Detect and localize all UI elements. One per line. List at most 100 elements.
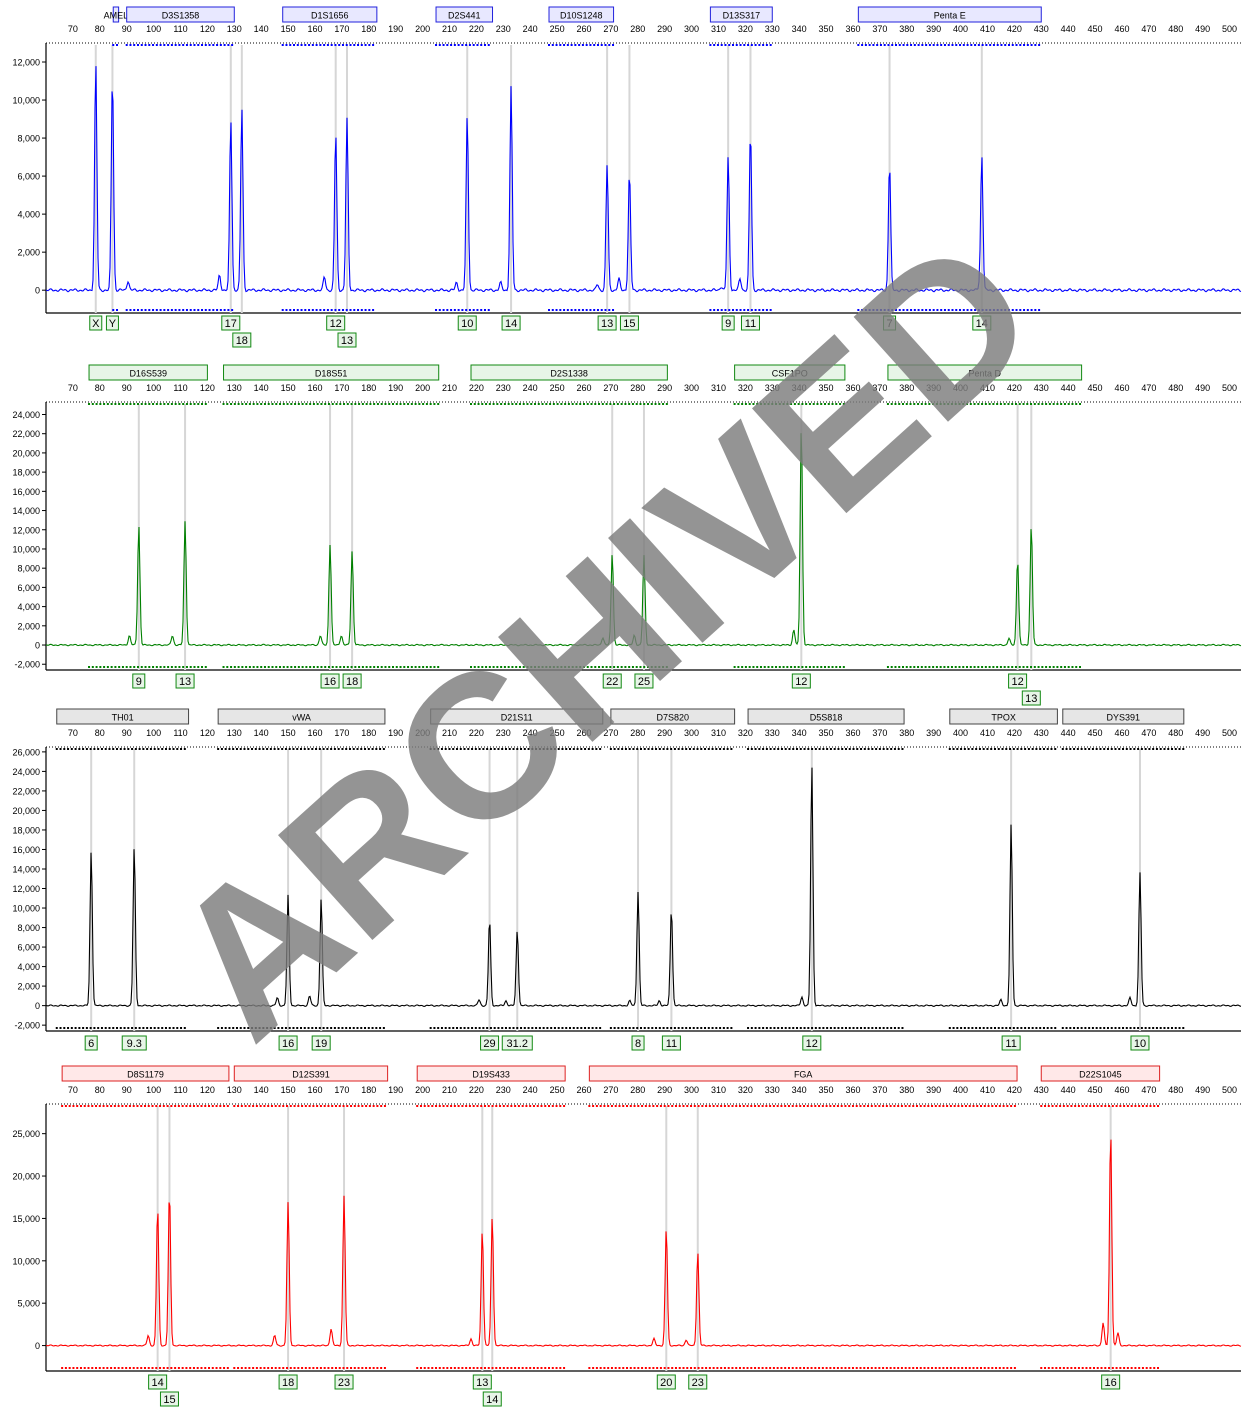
bin-dot-top bbox=[599, 1105, 602, 1107]
bin-dot-top bbox=[678, 1105, 681, 1107]
bin-dot-bottom bbox=[483, 309, 486, 311]
bin-dot-top bbox=[499, 1105, 502, 1107]
allele-call-label: 23 bbox=[338, 1377, 350, 1389]
bin-dot-top bbox=[807, 748, 810, 750]
bin-dot-bottom bbox=[882, 1367, 885, 1369]
locus-label: D2S441 bbox=[448, 11, 481, 21]
bin-dot-top bbox=[667, 1105, 670, 1107]
locus-label: TPOX bbox=[991, 713, 1016, 723]
bin-dot-bottom bbox=[493, 1027, 496, 1029]
bin-dot-bottom bbox=[487, 309, 490, 311]
bin-dot-top bbox=[281, 748, 284, 750]
bin-dot-bottom bbox=[308, 1367, 311, 1369]
bin-dot-top bbox=[596, 44, 599, 46]
bin-dot-bottom bbox=[459, 1027, 462, 1029]
bin-dot-bottom bbox=[1065, 1027, 1068, 1029]
allele-call-label: 20 bbox=[660, 1377, 672, 1389]
bin-dot-top bbox=[192, 1105, 195, 1107]
bin-dot-top bbox=[1030, 403, 1033, 405]
bin-dot-bottom bbox=[841, 1027, 844, 1029]
bin-dot-top bbox=[1031, 748, 1034, 750]
bin-dot-top bbox=[148, 403, 151, 405]
bin-dot-bottom bbox=[327, 1367, 330, 1369]
bin-dot-top bbox=[581, 44, 584, 46]
bin-dot-bottom bbox=[1007, 309, 1010, 311]
bin-dot-top bbox=[952, 748, 955, 750]
bin-dot-bottom bbox=[1054, 1027, 1057, 1029]
bin-dot-top bbox=[995, 1105, 998, 1107]
bin-dot-bottom bbox=[624, 1027, 627, 1029]
bin-dot-bottom bbox=[1163, 1027, 1166, 1029]
bin-dot-bottom bbox=[784, 1367, 787, 1369]
bin-dot-top bbox=[1130, 1105, 1133, 1107]
bin-dot-bottom bbox=[521, 1367, 524, 1369]
bin-dot-bottom bbox=[296, 309, 299, 311]
bin-dot-bottom bbox=[106, 1367, 109, 1369]
bin-dot-top bbox=[269, 748, 272, 750]
x-tick-label: 200 bbox=[415, 1085, 430, 1095]
bin-dot-bottom bbox=[465, 1367, 468, 1369]
bin-dot-bottom bbox=[414, 666, 417, 668]
bin-dot-bottom bbox=[200, 1367, 203, 1369]
bin-dot-bottom bbox=[776, 1367, 779, 1369]
bin-dot-bottom bbox=[1104, 1367, 1107, 1369]
bin-dot-bottom bbox=[814, 1027, 817, 1029]
bin-dot-top bbox=[361, 1105, 364, 1107]
bin-dot-bottom bbox=[720, 309, 723, 311]
bin-dot-top bbox=[72, 1105, 75, 1107]
bin-dot-bottom bbox=[556, 666, 559, 668]
allele-call-box bbox=[602, 673, 622, 689]
bin-dot-top bbox=[70, 748, 73, 750]
bin-dot-bottom bbox=[433, 666, 436, 668]
bin-dot-top bbox=[975, 748, 978, 750]
bin-dot-bottom bbox=[997, 1027, 1000, 1029]
bin-dot-top bbox=[580, 748, 583, 750]
x-tick-label: 450 bbox=[1088, 383, 1103, 393]
bin-dot-bottom bbox=[281, 309, 284, 311]
bin-dot-bottom bbox=[575, 666, 578, 668]
bin-dot-bottom bbox=[1042, 1027, 1045, 1029]
x-tick-label: 80 bbox=[95, 728, 105, 738]
bin-dot-bottom bbox=[167, 666, 170, 668]
allele-call-label: 25 bbox=[638, 676, 650, 688]
bin-dot-bottom bbox=[692, 1027, 695, 1029]
bin-dot-top bbox=[304, 1105, 307, 1107]
bin-dot-top bbox=[612, 44, 615, 46]
bin-dot-bottom bbox=[1023, 309, 1026, 311]
bin-dot-bottom bbox=[1045, 666, 1048, 668]
bin-dot-top bbox=[722, 748, 725, 750]
allele-call-box bbox=[631, 1035, 645, 1051]
bin-dot-bottom bbox=[1092, 1367, 1095, 1369]
bin-dot-top bbox=[343, 403, 346, 405]
bin-dot-top bbox=[538, 748, 541, 750]
bin-dot-top bbox=[353, 44, 356, 46]
bin-dot-bottom bbox=[193, 666, 196, 668]
bin-dot-bottom bbox=[1138, 1367, 1141, 1369]
bin-dot-bottom bbox=[542, 1027, 545, 1029]
bin-dot-bottom bbox=[1059, 1367, 1062, 1369]
bin-dot-top bbox=[429, 748, 432, 750]
bin-dot-bottom bbox=[1015, 309, 1018, 311]
bin-dot-bottom bbox=[523, 1027, 526, 1029]
bin-dot-top bbox=[245, 403, 248, 405]
bin-dot-top bbox=[289, 44, 292, 46]
bin-dot-bottom bbox=[376, 1367, 379, 1369]
x-tick-label: 330 bbox=[765, 1085, 780, 1095]
bin-dot-top bbox=[1089, 1105, 1092, 1107]
bin-dot-bottom bbox=[566, 309, 569, 311]
bin-dot-top bbox=[872, 44, 875, 46]
x-tick-label: 250 bbox=[550, 1085, 565, 1095]
bin-dot-bottom bbox=[861, 309, 864, 311]
bin-dot-bottom bbox=[89, 1027, 92, 1029]
bin-dot-top bbox=[309, 403, 312, 405]
bin-dot-bottom bbox=[301, 666, 304, 668]
bin-dot-top bbox=[708, 1105, 711, 1107]
bin-dot-top bbox=[821, 1105, 824, 1107]
bin-dot-top bbox=[1103, 748, 1106, 750]
bin-dot-top bbox=[799, 1105, 802, 1107]
bin-dot-bottom bbox=[688, 1027, 691, 1029]
bin-dot-top bbox=[495, 1105, 498, 1107]
bin-dot-bottom bbox=[628, 666, 631, 668]
bin-dot-top bbox=[739, 44, 742, 46]
bin-dot-top bbox=[549, 403, 552, 405]
